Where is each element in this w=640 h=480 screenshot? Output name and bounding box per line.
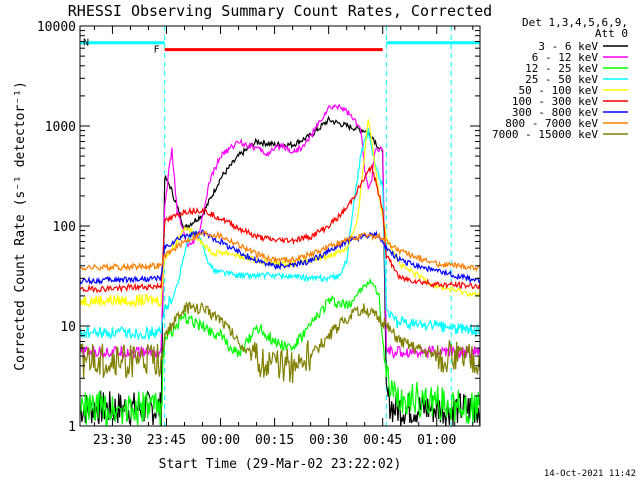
series-line-2 (79, 277, 481, 427)
legend-label-6: 300 - 800 keV (512, 106, 598, 119)
y-tick-label-4: 10000 (37, 20, 76, 35)
y-tick-label-1: 10 (60, 320, 76, 335)
x-tick-label-0: 23:30 (93, 433, 132, 448)
legend-label-3: 25 - 50 keV (525, 73, 598, 86)
series-line-7 (79, 230, 481, 272)
series-line-6 (79, 229, 481, 285)
x-tick-label-3: 00:15 (255, 433, 294, 448)
legend-header-detectors: Det 1,3,4,5,6,9, (522, 16, 628, 29)
legend-label-8: 7000 - 15000 keV (492, 128, 598, 141)
chart-title: RHESSI Observing Summary Count Rates, Co… (68, 2, 492, 20)
axes: 23:30 23:45 00:00 00:15 00:30 00:45 01:00 1 10 10… (37, 20, 480, 448)
flag-label-F: F (154, 45, 160, 56)
x-tick-label-2: 00:00 (201, 433, 240, 448)
legend-label-2: 12 - 25 keV (525, 62, 598, 75)
legend-label-1: 6 - 12 keV (532, 51, 599, 64)
legend-label-4: 50 - 100 keV (519, 84, 599, 97)
series-layer (79, 103, 481, 427)
flag-label-N: N (83, 38, 89, 49)
series-line-8 (79, 301, 481, 384)
x-tick-label-4: 00:30 (309, 433, 348, 448)
legend-label-5: 100 - 300 keV (512, 95, 598, 108)
legend-header-attenuator: Att 0 (595, 27, 628, 40)
y-tick-label-0: 1 (68, 420, 76, 435)
y-tick-label-2: 100 (53, 220, 76, 235)
series-line-3 (79, 128, 481, 341)
y-tick-label-3: 1000 (45, 120, 76, 135)
legend-label-7: 800 - 7000 keV (505, 117, 598, 130)
plot-area: FN (80, 26, 480, 426)
x-tick-label-6: 01:00 (417, 433, 456, 448)
series-line-1 (79, 103, 481, 360)
x-axis-label: Start Time (29-Mar-02 23:22:02) (159, 457, 402, 472)
generation-timestamp: 14-Oct-2021 11:42 (544, 469, 636, 479)
series-line-5 (79, 163, 481, 294)
y-axis-label: Corrected Count Rate (s⁻¹ detector⁻¹) (13, 81, 28, 371)
x-tick-label-5: 00:45 (363, 433, 402, 448)
legend-label-0: 3 - 6 keV (538, 40, 598, 53)
x-tick-label-1: 23:45 (147, 433, 186, 448)
